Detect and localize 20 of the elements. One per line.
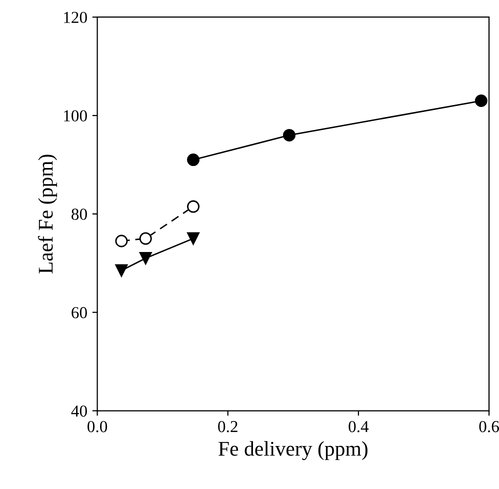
point	[139, 252, 152, 264]
y-tick-label: 100	[64, 110, 87, 122]
x-tick-label: 0.6	[479, 420, 499, 432]
x-axis-title: Fe delivery (ppm)	[218, 441, 368, 460]
x-tick-label: 0.2	[218, 420, 238, 432]
y-axis-title: Laef Fe (ppm)	[38, 154, 58, 274]
point	[282, 128, 296, 142]
point	[187, 200, 200, 213]
point	[115, 264, 128, 277]
y-tick-label: 120	[64, 12, 87, 24]
point	[139, 232, 152, 245]
y-tick-label: 40	[71, 405, 87, 417]
x-tick-label: 0.4	[348, 420, 369, 432]
x-tick-label: 0.0	[88, 420, 108, 432]
y-tick-label: 60	[72, 307, 87, 318]
y-tick-label: 80	[72, 208, 87, 220]
point	[115, 234, 128, 248]
point	[187, 154, 200, 166]
point	[187, 232, 200, 245]
point	[474, 94, 488, 108]
